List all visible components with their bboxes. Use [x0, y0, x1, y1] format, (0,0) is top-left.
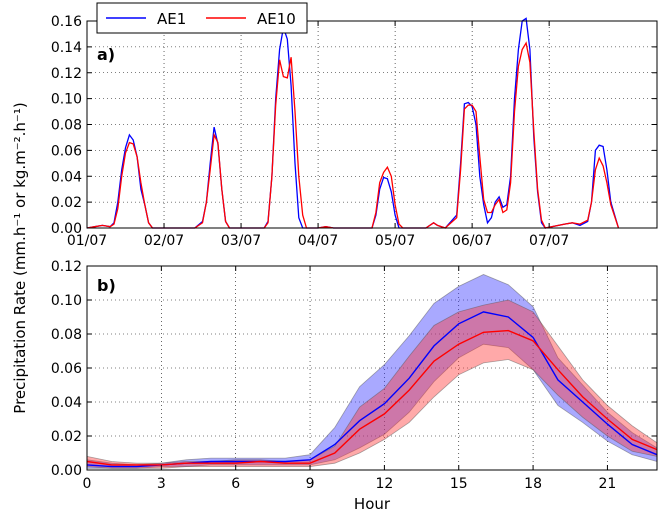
y-tick-label: 0.10	[51, 92, 82, 108]
mean-line-ae10	[86, 329, 658, 466]
x-tick-label: 07/07	[529, 233, 569, 249]
x-tick-label: 21	[599, 476, 617, 492]
x-tick-label: 02/07	[144, 233, 184, 249]
x-tick-label: 15	[450, 476, 468, 492]
x-tick-label: 05/07	[375, 233, 415, 249]
y-tick-label: 0.00	[51, 463, 82, 479]
y-tick-label: 0.08	[51, 327, 82, 343]
x-tick-label: 6	[231, 476, 240, 492]
legend-label-ae10: AE10	[257, 10, 296, 28]
x-tick-label: 04/07	[298, 233, 338, 249]
y-axis-label: Precipitation Rate (mm.h⁻¹ or kg.m⁻².h⁻¹…	[11, 102, 29, 413]
panel-b-label: b)	[97, 276, 116, 295]
panel-a-label: a)	[97, 45, 115, 64]
y-tick-label: 0.04	[51, 169, 82, 185]
legend: AE1 AE10	[96, 2, 308, 34]
x-tick-label: 18	[524, 476, 542, 492]
x-tick-label: 9	[306, 476, 315, 492]
y-tick-label: 0.14	[51, 40, 82, 56]
y-tick-label: 0.00	[51, 221, 82, 237]
legend-label-ae1: AE1	[157, 10, 186, 28]
y-tick-label: 0.08	[51, 118, 82, 134]
y-tick-label: 0.12	[51, 259, 82, 275]
x-tick-label: 01/07	[67, 233, 107, 249]
x-tick-label: 0	[83, 476, 92, 492]
x-axis-label: Hour	[354, 495, 391, 513]
y-tick-label: 0.16	[51, 14, 82, 30]
panel-b: 0.00 0.02 0.04 0.06 0.08 0.10 0.12 0 3 6 9 12 15 18 21…	[51, 259, 658, 513]
x-tick-label: 06/07	[452, 233, 492, 249]
y-tick-label: 0.12	[51, 66, 82, 82]
panel-a: 0.00 0.02 0.04 0.06 0.08 0.10 0.12 0.14 0.16 01/0…	[51, 2, 658, 249]
y-tick-label: 0.04	[51, 395, 82, 411]
y-tick-label: 0.02	[51, 195, 82, 211]
y-tick-label: 0.06	[51, 143, 82, 159]
panel-a-ticks: 0.00 0.02 0.04 0.06 0.08 0.10 0.12 0.14 0.16 01/0…	[51, 14, 657, 249]
y-tick-label: 0.10	[51, 293, 82, 309]
x-tick-label: 12	[375, 476, 393, 492]
y-tick-label: 0.02	[51, 429, 82, 445]
panel-b-ticks: 0.00 0.02 0.04 0.06 0.08 0.10 0.12 0 3 6 9 12 15 18 21	[51, 259, 657, 492]
x-tick-label: 3	[157, 476, 166, 492]
x-tick-label: 03/07	[221, 233, 261, 249]
y-tick-label: 0.06	[51, 361, 82, 377]
